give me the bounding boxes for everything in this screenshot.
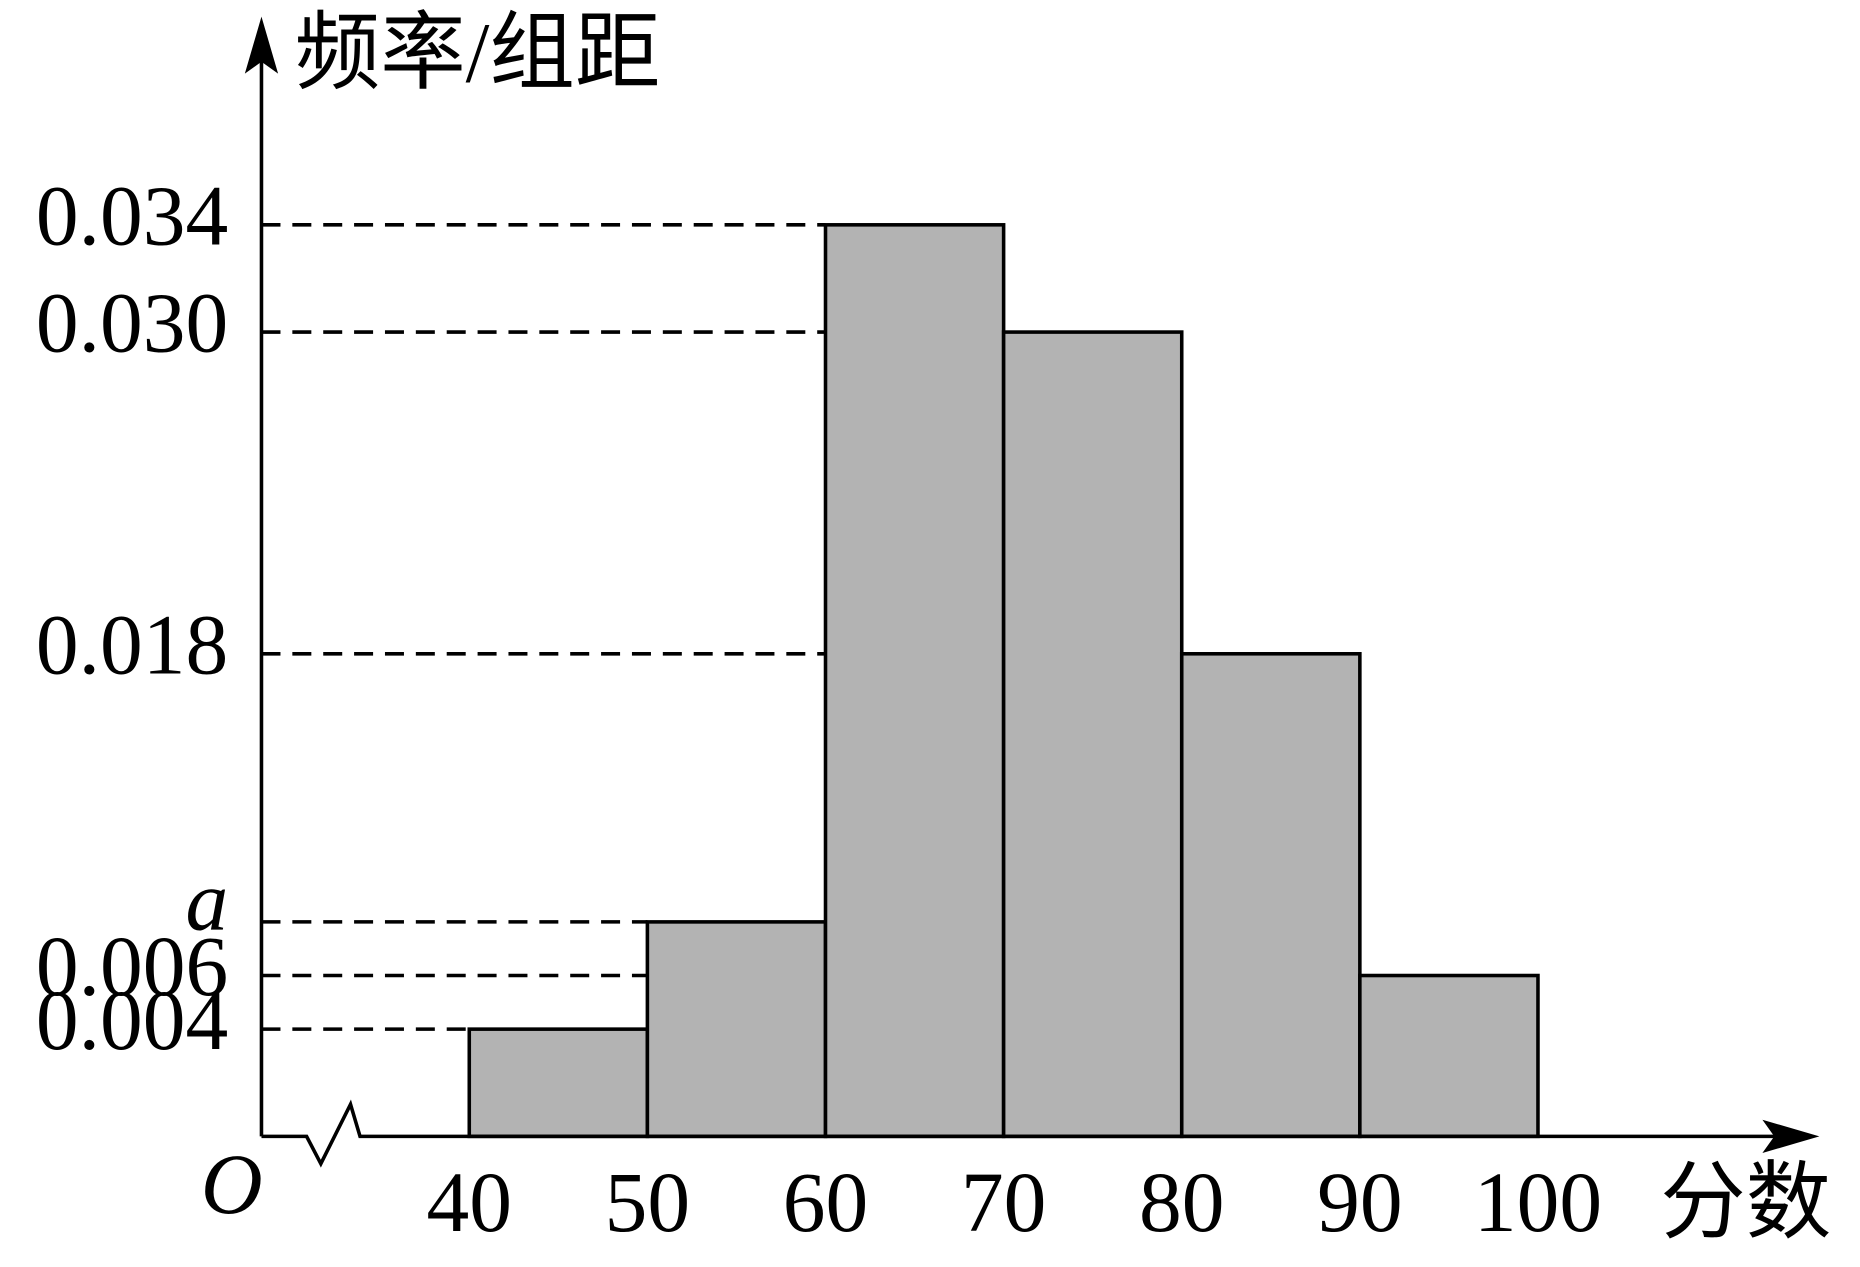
bar bbox=[823, 223, 1006, 1139]
x-tick-label: 60 bbox=[783, 1156, 868, 1250]
y-axis-arrow bbox=[244, 16, 279, 74]
x-tick-label: 70 bbox=[961, 1156, 1046, 1250]
y-tick-label: 0.006 bbox=[36, 920, 228, 1014]
bar bbox=[1001, 330, 1184, 1139]
bar bbox=[467, 1027, 650, 1139]
y-tick-label: 0.018 bbox=[36, 598, 228, 692]
axes bbox=[244, 16, 1820, 1168]
y-tick-label: a bbox=[185, 855, 228, 949]
y-tick-label: 0.034 bbox=[36, 169, 228, 263]
x-tick-label: 100 bbox=[1474, 1156, 1602, 1250]
x-tick-label: 40 bbox=[427, 1156, 512, 1250]
y-tick-label: 0.004 bbox=[36, 974, 228, 1068]
y-axis-label: 频率/组距 bbox=[295, 6, 661, 100]
bar bbox=[1358, 973, 1540, 1139]
bar bbox=[1179, 652, 1362, 1139]
x-tick-label: 80 bbox=[1139, 1156, 1224, 1250]
bar bbox=[645, 920, 828, 1139]
x-axis bbox=[261, 1099, 1788, 1168]
y-tick-label: 0.030 bbox=[36, 277, 228, 371]
x-axis-arrow bbox=[1762, 1119, 1820, 1154]
x-tick-label: 50 bbox=[605, 1156, 690, 1250]
x-tick-label: 90 bbox=[1317, 1156, 1402, 1250]
x-axis-label: 分数 bbox=[1660, 1156, 1831, 1250]
origin-label: O bbox=[201, 1138, 263, 1232]
